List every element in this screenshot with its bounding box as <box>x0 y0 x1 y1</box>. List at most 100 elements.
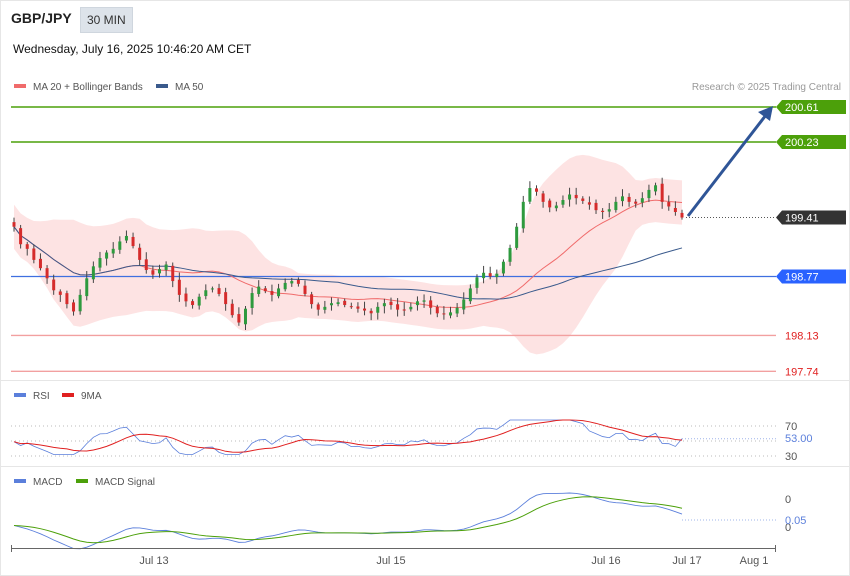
candle-body <box>534 188 538 192</box>
candle-body <box>45 268 49 279</box>
candle-body <box>482 272 486 279</box>
candle-body <box>257 286 261 295</box>
candle-body <box>376 306 380 313</box>
candle-body <box>32 248 36 260</box>
rsi-value-label: 53.00 <box>785 433 813 445</box>
candle-body <box>310 294 314 305</box>
instrument-title: GBP/JPY <box>11 10 72 26</box>
macd-zero-label: 0 <box>785 494 791 506</box>
rsi-ma-legend-label: 9MA <box>81 391 102 402</box>
candle-body <box>303 285 307 294</box>
candle-body <box>184 293 188 302</box>
candle-body <box>515 226 519 248</box>
candle-body <box>601 210 605 212</box>
candle-body <box>415 301 419 306</box>
rsi-legend-swatch <box>14 393 26 397</box>
candle-body <box>177 279 181 295</box>
price-tag <box>776 269 846 284</box>
candle-body <box>316 304 320 310</box>
ma50-legend-swatch <box>156 84 168 88</box>
candle-body <box>521 201 525 229</box>
candle-body <box>627 196 631 202</box>
candle-body <box>118 241 122 250</box>
price-tag-label: 198.13 <box>785 330 819 342</box>
candle-body <box>105 252 109 259</box>
candle-body <box>574 194 578 199</box>
x-tick-label: Jul 15 <box>376 555 405 567</box>
x-tick-label: Jul 13 <box>139 555 168 567</box>
ma50-legend-label: MA 50 <box>175 82 204 93</box>
candle-body <box>111 248 115 254</box>
candle-body <box>561 200 565 205</box>
rsi-ma-legend-swatch <box>62 393 74 397</box>
candle-body <box>488 273 492 277</box>
candle-body <box>283 282 287 290</box>
price-tag-label: 199.41 <box>785 213 819 225</box>
candle-body <box>58 291 62 295</box>
candle-body <box>607 209 611 212</box>
candle-body <box>343 300 347 306</box>
candle-body <box>224 292 228 305</box>
candle-body <box>336 302 340 305</box>
price-tag <box>776 210 846 225</box>
candle-body <box>568 194 572 200</box>
candle-body <box>429 300 433 308</box>
candle-body <box>673 207 677 212</box>
candle-body <box>131 236 135 247</box>
x-tick-label: Jul 16 <box>591 555 620 567</box>
candle-body <box>197 296 201 306</box>
candle-body <box>329 303 333 306</box>
candle-body <box>620 196 624 202</box>
candle-body <box>581 198 585 201</box>
candle-body <box>660 183 664 202</box>
timeframe-button[interactable]: 30 MIN <box>80 7 133 33</box>
candle-body <box>78 294 82 312</box>
candle-body <box>455 307 459 314</box>
macd-signal-legend-label: MACD Signal <box>95 477 155 488</box>
rsi-legend-label: RSI <box>33 391 50 402</box>
candle-body <box>91 266 95 280</box>
ma20-legend-label: MA 20 + Bollinger Bands <box>33 82 143 93</box>
candle-body <box>323 306 327 310</box>
price-tag-label: 200.61 <box>785 102 819 114</box>
candle-body <box>409 306 413 310</box>
price-tag <box>776 134 846 149</box>
forecast-arrow-head <box>758 106 773 121</box>
candle-body <box>171 265 175 282</box>
candle-body <box>402 309 406 311</box>
candle-body <box>144 259 148 271</box>
forecast-arrow <box>686 106 773 217</box>
x-tick-label: Aug 1 <box>740 555 769 567</box>
candle-body <box>151 270 155 275</box>
candle-body <box>250 293 254 308</box>
candle-body <box>587 202 591 205</box>
bollinger-band-fill <box>14 154 682 355</box>
candle-body <box>508 247 512 262</box>
candle-body <box>594 202 598 211</box>
candle-body <box>369 310 373 314</box>
candle-body <box>442 313 446 315</box>
macd-value-label: 0.05 <box>785 515 806 527</box>
price-tag-label: 198.77 <box>785 271 819 283</box>
candle-body <box>98 258 102 268</box>
rsi-line <box>13 419 683 455</box>
candle-body <box>296 279 300 284</box>
candle-body <box>158 269 162 274</box>
macd-signal-legend-swatch <box>76 479 88 483</box>
candle-body <box>290 281 294 284</box>
watermark: Research © 2025 Trading Central <box>692 82 841 93</box>
rsi-70-label: 70 <box>785 421 797 433</box>
x-tick-label: Jul 17 <box>672 555 701 567</box>
candle-body <box>554 205 558 209</box>
macd-zero-label-lower: 0 <box>785 522 791 534</box>
candle-body <box>548 200 552 208</box>
candle-body <box>124 235 128 241</box>
candle-body <box>647 189 651 199</box>
ma50-line <box>13 226 683 300</box>
candle-body <box>138 247 142 260</box>
candle-body <box>230 303 234 316</box>
candle-body <box>541 193 545 202</box>
ma20-legend-swatch <box>14 84 26 88</box>
candle-body <box>217 288 221 294</box>
